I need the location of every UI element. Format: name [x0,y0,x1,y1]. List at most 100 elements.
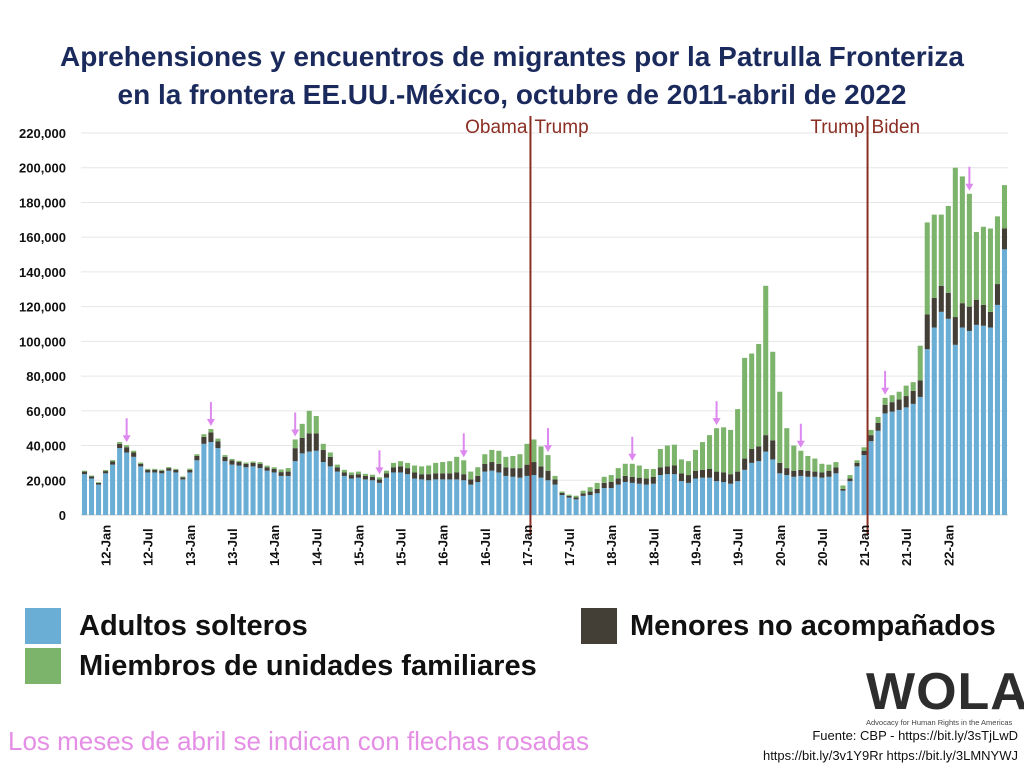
bar-families [699,442,706,470]
bar-adults [868,441,874,515]
bar-adults [271,472,277,515]
bar-adults [924,349,930,515]
bar-adults [980,325,986,515]
bar-minors [482,463,488,472]
bar-families [763,285,769,436]
april-arrow-head [291,429,300,437]
bar-minors [447,473,453,480]
bar-adults [721,482,727,515]
april-arrow-head [796,440,805,448]
bar-families [742,357,748,459]
bar-families [152,468,158,470]
april-arrow [712,401,721,426]
bar-adults [524,475,530,515]
bar-minors [475,475,481,483]
bar-families [559,491,565,493]
bar-adults [264,470,270,515]
bar-minors [650,476,656,484]
april-arrow-head [881,387,890,395]
bar-minors [208,432,214,443]
bar-minors [601,482,607,489]
bar-families [264,465,270,468]
bar-minors [131,452,137,457]
bar-minors [735,471,741,482]
bar-minors [854,462,860,467]
bar-families [468,471,474,480]
chart-title-line-1: Aprehensiones y encuentros de migrantes … [59,41,964,72]
april-arrow [375,450,384,475]
bar-families [194,454,200,456]
bar-minors [594,488,600,494]
bar-adults [819,477,825,515]
bar-adults [81,474,88,515]
bar-minors [678,473,684,482]
bar-families [271,467,277,469]
legend-swatch-adults [25,608,61,644]
bar-minors [138,463,144,467]
bar-families [636,465,642,478]
bar-adults [412,478,418,515]
bar-adults [805,476,811,515]
bar-families [643,468,649,479]
bar-families [994,216,1000,285]
bar-minors [89,476,95,479]
april-arrow-head [544,445,553,453]
bar-adults [861,455,867,515]
bar-adults [573,499,579,515]
bar-families [945,205,951,293]
bar-adults [538,477,544,515]
bar-minors [383,473,390,478]
y-tick-label: 0 [59,508,66,523]
bar-adults [601,488,607,515]
bar-families [573,495,579,498]
bar-families [608,475,614,483]
bar-families [117,442,123,444]
bar-adults [714,481,720,515]
bar-minors [643,478,649,485]
bar-adults [390,472,397,515]
bar-families [482,454,488,464]
bar-families [601,476,607,483]
bar-families [1001,185,1008,229]
bar-families [664,445,670,467]
bar-minors [341,472,347,476]
bar-adults [131,456,137,515]
bar-minors [931,297,937,328]
april-arrow [965,166,974,191]
bar-families [208,429,214,433]
bar-families [159,469,165,471]
bar-adults [433,479,439,515]
bar-families [587,487,593,492]
bar-families [622,463,628,476]
bar-families [222,455,228,457]
bar-adults [685,482,691,515]
bar-adults [215,448,221,515]
bar-families [538,446,544,467]
bar-minors [405,468,411,475]
bar-minors [692,470,699,479]
bar-families [952,167,958,318]
bar-families [306,410,312,434]
bar-adults [559,495,565,515]
bar-families [791,445,797,471]
y-tick-label: 40,000 [26,439,66,454]
legend-label-families: Miembros de unidades familiares [79,649,537,682]
bar-minors [433,473,439,480]
bar-families [510,455,516,469]
bar-minors [215,441,221,449]
bar-families [341,469,347,473]
bar-families [398,461,404,467]
bar-adults [229,464,235,515]
bar-families [187,468,193,470]
x-tick-label: 20-Jul [815,528,830,566]
bar-adults [257,468,263,515]
bar-adults [369,480,375,515]
bar-minors [355,474,361,478]
bar-families [229,458,235,461]
bar-adults [707,477,713,515]
bar-adults [482,471,488,515]
bar-adults [952,344,958,515]
bar-minors [728,474,734,484]
bar-families [81,470,88,472]
bar-families [552,475,558,480]
